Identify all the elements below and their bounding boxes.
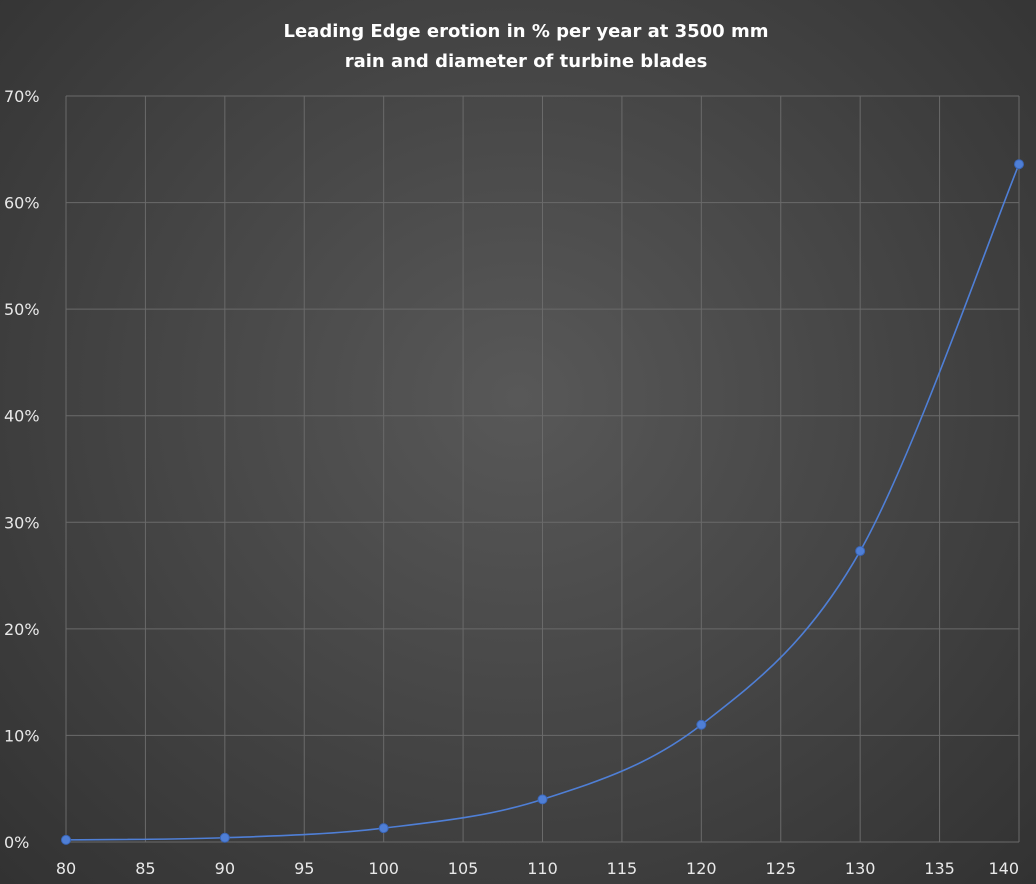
data-points [61, 159, 1024, 845]
y-tick-label: 50% [4, 300, 40, 319]
x-tick-label: 140 [988, 859, 1019, 878]
data-point [219, 832, 230, 843]
x-tick-label: 105 [448, 859, 479, 878]
chart-title-line-1: Leading Edge erotion in % per year at 35… [284, 21, 769, 42]
x-tick-label: 110 [527, 859, 558, 878]
x-tick-label: 100 [368, 859, 399, 878]
data-point [696, 719, 707, 730]
x-tick-label: 135 [924, 859, 955, 878]
x-tick-label: 85 [135, 859, 155, 878]
y-axis-tick-labels: 0% 10% 20% 30% 40% 50% 60% 70% [4, 87, 40, 852]
y-tick-label: 10% [4, 726, 40, 745]
x-axis-tick-labels: 80 85 90 95 100 105 110 115 120 125 130 135 140 [56, 859, 1019, 878]
x-tick-label: 130 [845, 859, 876, 878]
x-tick-label: 125 [765, 859, 796, 878]
y-tick-label: 40% [4, 407, 40, 426]
grid [65, 95, 1020, 843]
chart-title-rest: in % per year at 3500 mm [500, 21, 768, 42]
x-tick-label: 95 [294, 859, 314, 878]
data-point [537, 794, 548, 805]
y-tick-label: 70% [4, 87, 40, 106]
data-point [378, 823, 389, 834]
data-point [1014, 159, 1024, 170]
x-tick-label: 90 [215, 859, 235, 878]
y-tick-label: 30% [4, 513, 40, 532]
data-point [855, 546, 866, 557]
chart-title-bold: Leading Edge erotion [284, 21, 501, 42]
y-tick-label: 60% [4, 194, 40, 213]
x-tick-label: 115 [607, 859, 638, 878]
y-tick-label: 20% [4, 620, 40, 639]
x-tick-label: 120 [686, 859, 717, 878]
series-line [65, 163, 1020, 841]
y-tick-label: 0% [4, 833, 29, 852]
x-tick-label: 80 [56, 859, 76, 878]
data-point [61, 834, 71, 845]
chart-title-line-2: rain and diameter of turbine blades [345, 51, 708, 72]
series-layer [65, 163, 1020, 841]
